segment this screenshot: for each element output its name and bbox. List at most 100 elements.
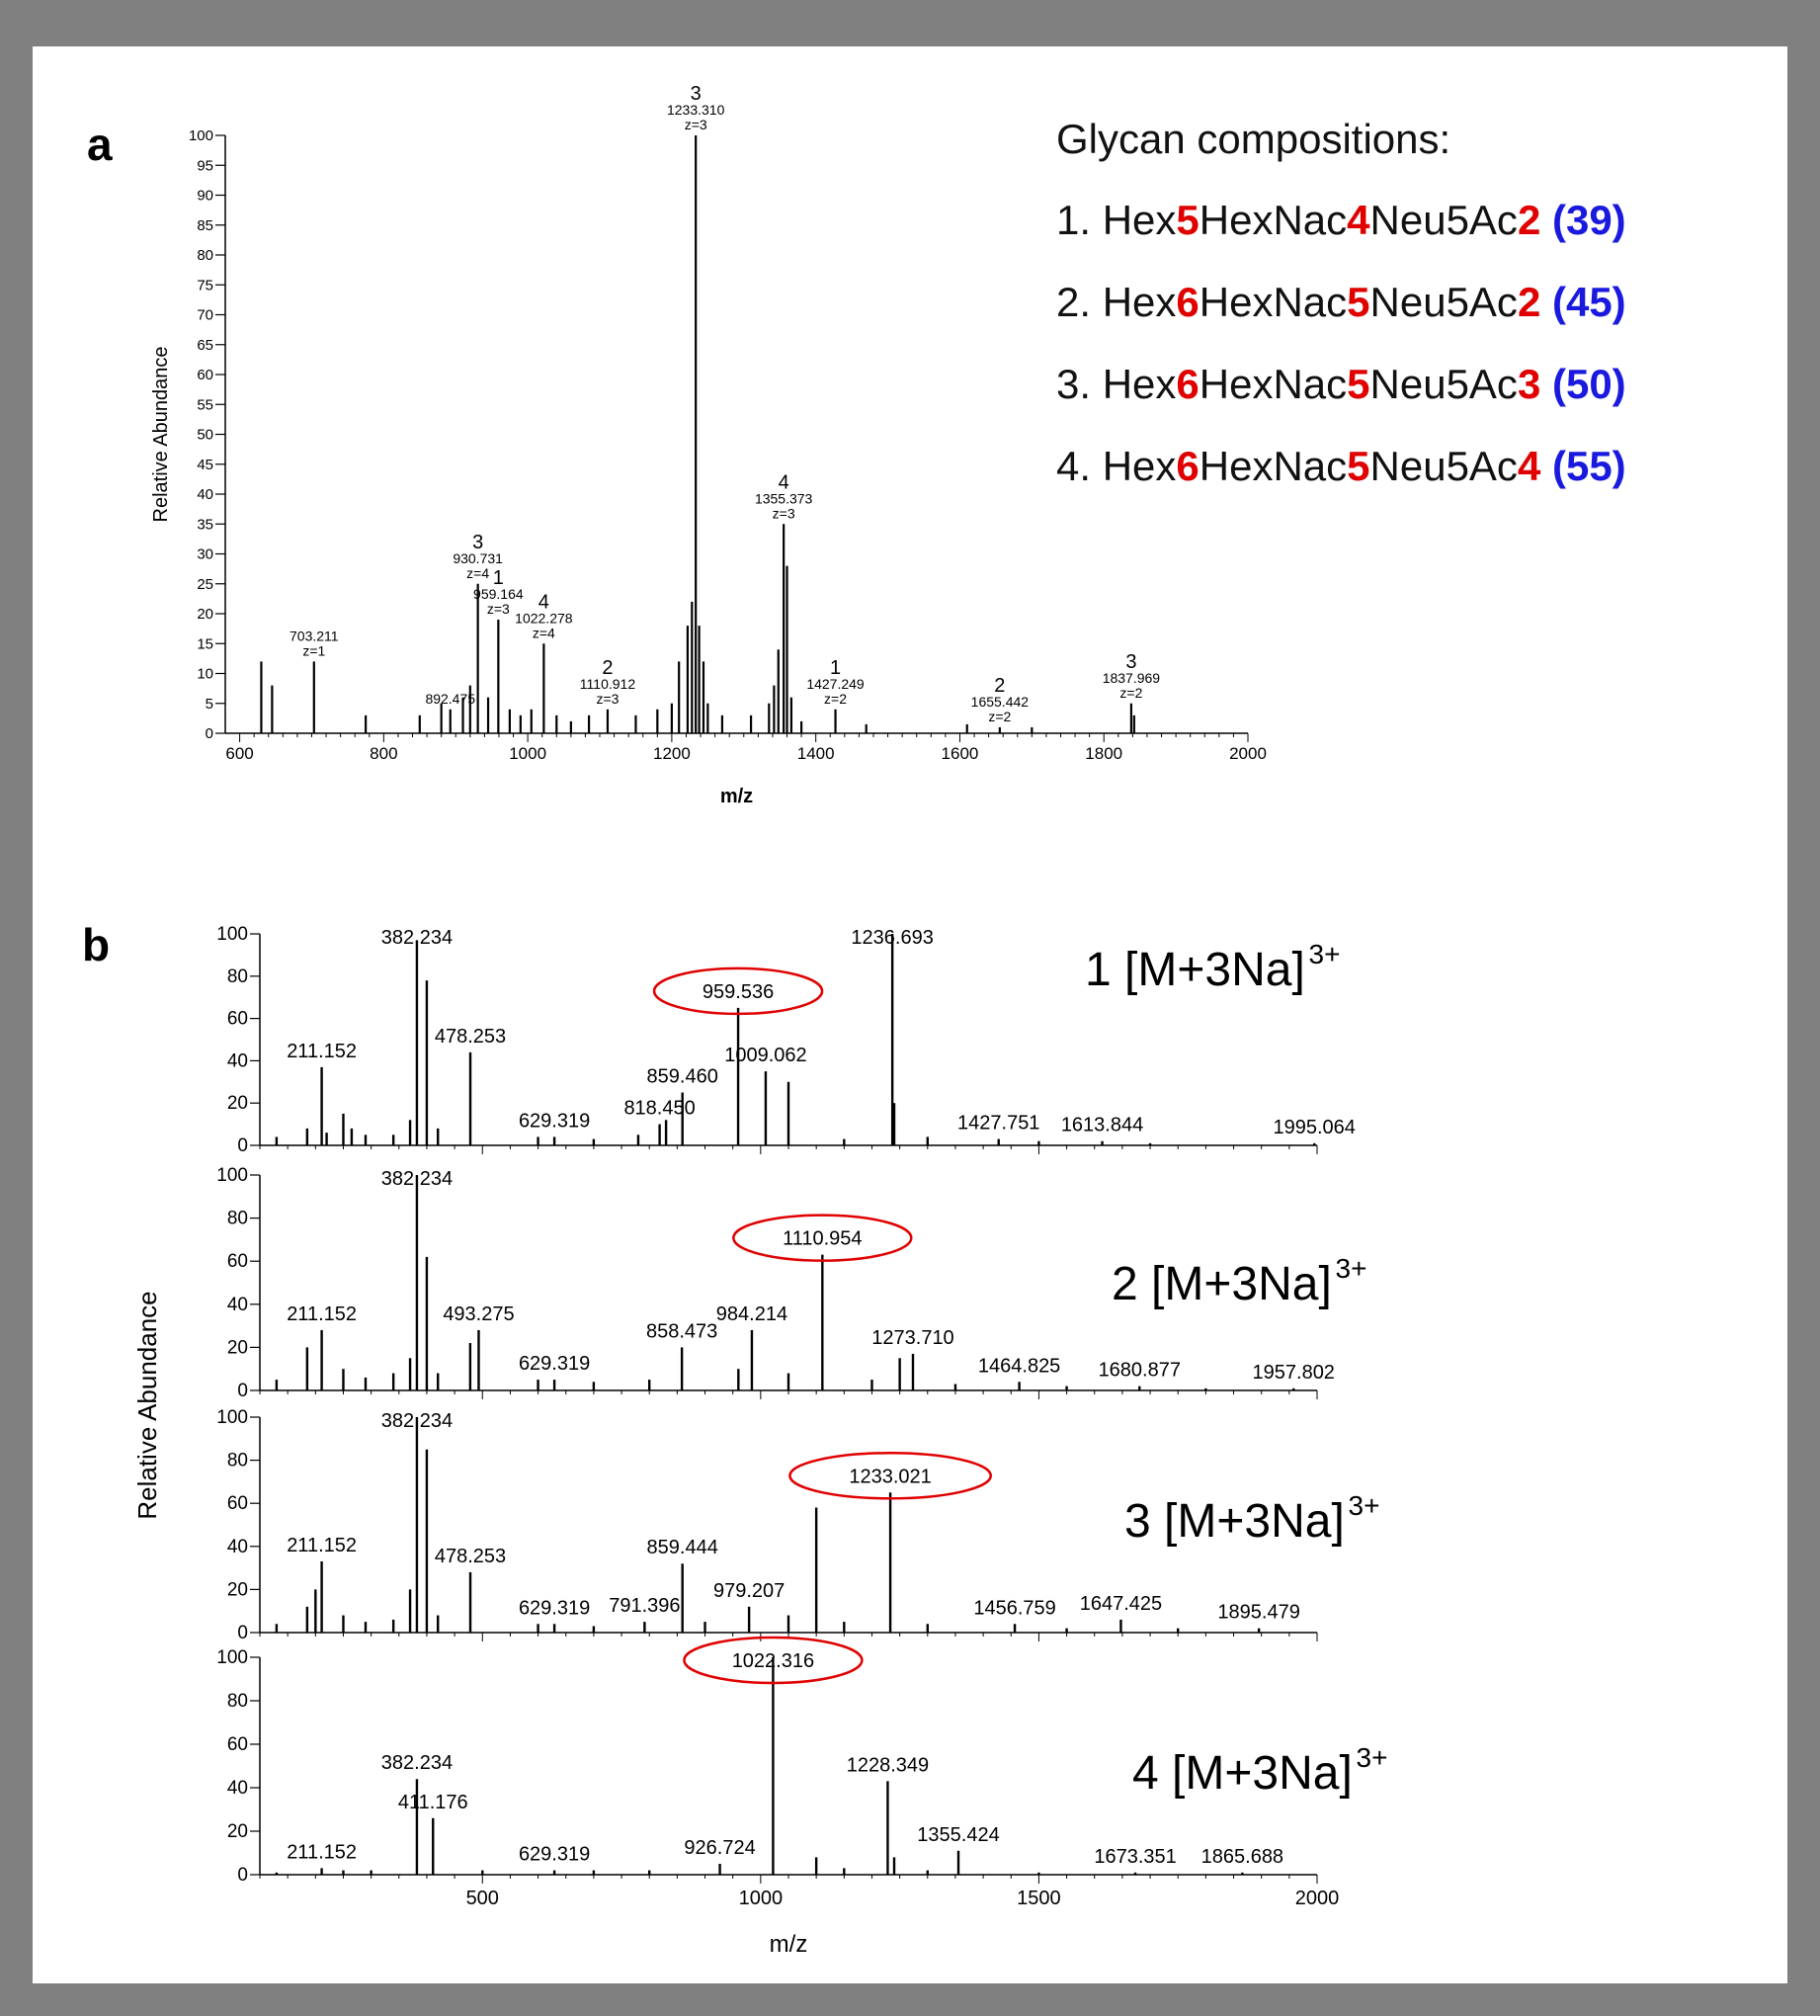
chart-a-peak-label: z=3: [596, 691, 619, 707]
chart-a-y-tick-label: 60: [197, 367, 213, 383]
chart-b-peak-label: 979.207: [713, 1580, 785, 1602]
chart-a-y-tick-label: 45: [197, 457, 213, 473]
chart-b-peak-label: 1865.688: [1201, 1846, 1283, 1868]
chart-a-peak-label: z=4: [466, 565, 489, 581]
chart-b-peak-label: 211.152: [287, 1841, 357, 1863]
chart-b-peak-label: 629.319: [519, 1353, 590, 1375]
chart-b-spectrum-title: 3 [M+3Na]: [1124, 1495, 1345, 1548]
chart-b-peak-label: 478.253: [435, 1546, 506, 1567]
chart-b-peak-label: 1233.021: [849, 1466, 931, 1487]
chart-a-y-tick-label: 100: [189, 127, 213, 144]
chart-a-peak-label: 3: [691, 83, 702, 105]
chart-a-peak-label: 1427.249: [806, 676, 865, 692]
chart-a-y-tick-label: 85: [197, 217, 213, 234]
chart-b-peak-label: 1957.802: [1253, 1362, 1335, 1384]
chart-b-y-tick-label: 0: [237, 1865, 248, 1886]
chart-a-peak-label: 3: [472, 532, 483, 553]
chart-a-peak-label: 1233.310: [667, 102, 725, 118]
chart-b-peak-label: 211.152: [287, 1303, 357, 1325]
chart-b-peak-label: 382.234: [381, 1752, 453, 1774]
chart-b-y-tick-label: 40: [227, 1537, 248, 1557]
chart-b-peak-label: 629.319: [519, 1110, 590, 1132]
chart-b-peak-label: 1895.479: [1217, 1602, 1299, 1624]
chart-b-spectrum-charge: 3+: [1336, 1253, 1367, 1284]
chart-a-peak-label: z=3: [487, 601, 510, 617]
chart-a-y-tick-label: 15: [197, 635, 213, 652]
chart-b-y-tick-label: 20: [227, 1337, 248, 1358]
chart-a-peak-label: 1: [830, 657, 841, 679]
chart-b-spectrum-title: 4 [M+3Na]: [1132, 1747, 1353, 1800]
chart-b-peak-label: 1613.844: [1061, 1115, 1143, 1136]
chart-b-y-tick-label: 60: [227, 1251, 248, 1272]
chart-b-spectrum-charge: 3+: [1309, 939, 1341, 969]
composition-item-2: 2. Hex6HexNac5Neu5Ac2 (45): [1056, 279, 1626, 325]
chart-a-y-tick-label: 0: [206, 725, 213, 742]
chart-b-peak-label: 1995.064: [1274, 1117, 1356, 1138]
chart-a-y-tick-label: 5: [206, 696, 213, 713]
chart-b-x-tick-label: 1500: [1017, 1888, 1061, 1909]
chart-b-y-tick-label: 80: [227, 1209, 248, 1229]
chart-b-spectrum-charge: 3+: [1357, 1742, 1388, 1773]
chart-a-y-tick-label: 75: [197, 277, 213, 294]
chart-b-peak-label: 629.319: [519, 1597, 590, 1619]
chart-b-y-tick-label: 80: [227, 1691, 248, 1712]
chart-b-y-tick-label: 100: [216, 1165, 248, 1186]
chart-b-peak-label: 382.234: [381, 1168, 453, 1190]
chart-a-peak-label: 703.211: [290, 628, 339, 643]
chart-a-y-tick-label: 40: [197, 486, 213, 503]
chart-b-peak-label: 1273.710: [871, 1327, 953, 1349]
chart-b-highlight-circle: [652, 966, 824, 1016]
chart-a-peak-label: 1: [493, 567, 504, 589]
chart-b-spectrum-title: 1 [M+3Na]: [1085, 944, 1305, 996]
chart-a-y-tick-label: 20: [197, 606, 213, 623]
panel-letter-b: b: [82, 919, 110, 970]
chart-b-peak-label: 1022.316: [732, 1650, 814, 1672]
chart-b-y-tick-label: 60: [227, 1009, 248, 1030]
chart-b-y-tick-label: 0: [237, 1135, 248, 1156]
chart-a-y-tick-label: 10: [197, 666, 213, 683]
chart-a-y-tick-label: 50: [197, 427, 213, 444]
chart-a-peak-label: z=4: [533, 625, 555, 640]
chart-b-peak-label: 411.176: [398, 1792, 468, 1813]
chart-a-peak-label: z=3: [685, 117, 707, 132]
composition-item-1: 1. Hex5HexNac4Neu5Ac2 (39): [1056, 197, 1626, 243]
composition-item-4: 4. Hex6HexNac5Neu5Ac4 (55): [1056, 443, 1626, 489]
chart-b-peak-label: 791.396: [609, 1595, 680, 1617]
chart-b-y-tick-label: 20: [227, 1579, 248, 1600]
chart-b-x-tick-label: 2000: [1295, 1888, 1340, 1909]
chart-a-y-tick-label: 55: [197, 396, 213, 413]
chart-a-y-tick-label: 80: [197, 247, 213, 264]
chart-a-x-tick-label: 1000: [509, 744, 546, 763]
chart-b-y-tick-label: 80: [227, 966, 248, 987]
chart-a-x-tick-label: 1200: [653, 744, 691, 763]
chart-a-peak-label: 892.475: [425, 691, 475, 707]
chart-b-highlight-circle: [683, 1636, 864, 1685]
chart-a-y-tick-label: 35: [197, 516, 213, 533]
chart-b-peak-label: 818.450: [623, 1098, 695, 1120]
chart-a-peak-label: 2: [602, 657, 613, 679]
chart-a-peak-label: 1022.278: [515, 610, 573, 626]
chart-b-peak-label: 493.275: [443, 1303, 514, 1325]
chart-b-peak-label: 1680.877: [1099, 1360, 1181, 1382]
chart-b-peak-label: 1456.759: [973, 1597, 1055, 1619]
composition-item-3: 3. Hex6HexNac5Neu5Ac3 (50): [1056, 361, 1626, 407]
chart-a-y-tick-label: 90: [197, 188, 213, 205]
chart-a-y-tick-label: 30: [197, 546, 213, 563]
chart-b-peak-label: 1355.424: [917, 1824, 999, 1846]
chart-a-y-tick-label: 70: [197, 307, 213, 324]
chart-a-y-tick-label: 95: [197, 157, 213, 174]
chart-b-y-tick-label: 60: [227, 1734, 248, 1755]
chart-a-peak-label: 1655.442: [971, 694, 1030, 710]
figure-svg: ab05101520253035404550556065707580859095…: [82, 83, 1388, 1958]
chart-b-y-tick-label: 100: [216, 1407, 248, 1428]
chart-b-y-tick-label: 40: [227, 1295, 248, 1315]
chart-b-peak-label: 1110.954: [783, 1228, 862, 1250]
chart-b-peak-label: 1427.751: [957, 1113, 1039, 1134]
chart-b-peak-label: 926.724: [684, 1837, 755, 1859]
chart-a-peak-label: 3: [1125, 651, 1136, 673]
chart-b-spectrum-charge: 3+: [1349, 1490, 1380, 1521]
chart-b-peak-label: 1673.351: [1094, 1846, 1176, 1868]
chart-b-peak-label: 478.253: [435, 1026, 506, 1048]
chart-a-peak-label: z=2: [824, 691, 847, 707]
chart-a-peak-label: 1110.912: [580, 676, 636, 692]
